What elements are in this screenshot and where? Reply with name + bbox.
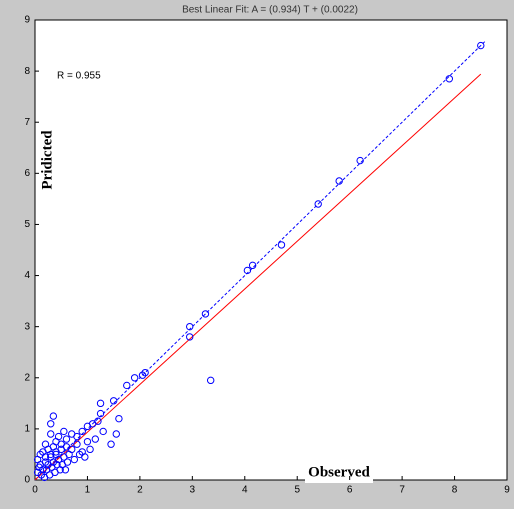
point <box>356 156 364 165</box>
fit-line <box>34 73 482 481</box>
point <box>206 376 215 385</box>
point <box>63 458 72 466</box>
plot-area <box>34 19 508 481</box>
x-label-box <box>305 463 373 483</box>
point <box>109 397 118 405</box>
point <box>94 417 102 425</box>
point <box>248 261 257 270</box>
point <box>86 445 94 454</box>
point <box>130 374 139 382</box>
point <box>35 463 43 471</box>
x-tick-label: 9 <box>504 485 510 496</box>
point <box>73 440 81 448</box>
point <box>186 333 194 341</box>
point <box>52 450 60 459</box>
point <box>186 322 194 331</box>
point <box>107 440 115 448</box>
point <box>62 435 71 443</box>
x-tick-label: 1 <box>85 485 91 496</box>
point <box>78 427 86 436</box>
y-tick-label: 8 <box>24 66 30 77</box>
point <box>60 427 68 436</box>
point <box>47 420 55 428</box>
point <box>99 427 107 436</box>
point <box>115 414 123 423</box>
point <box>123 381 131 390</box>
x-axis-label: Observed <box>308 464 370 480</box>
point <box>243 266 252 275</box>
point <box>41 440 50 448</box>
x-tick-label: 0 <box>32 485 38 496</box>
y-tick-label: 0 <box>24 475 30 486</box>
x-tick-label: 5 <box>294 485 300 496</box>
y-tick-label: 6 <box>24 168 30 179</box>
point <box>47 430 55 438</box>
point <box>96 409 105 418</box>
point <box>91 435 100 443</box>
point <box>68 430 76 438</box>
point <box>201 310 210 318</box>
point <box>96 399 105 408</box>
y-tick-label: 4 <box>24 270 30 281</box>
y-tick-label: 3 <box>24 321 30 332</box>
point <box>335 177 343 185</box>
point <box>83 437 92 446</box>
point <box>56 466 64 474</box>
point <box>477 41 485 50</box>
y-tick-label: 7 <box>24 117 30 128</box>
x-tick-label: 4 <box>242 485 248 496</box>
point <box>83 422 92 431</box>
point <box>445 75 454 83</box>
x-tick-label: 8 <box>452 485 458 496</box>
x-tick-label: 7 <box>399 485 405 496</box>
y-tick-label: 1 <box>24 424 30 435</box>
point <box>314 200 322 208</box>
x-tick-label: 6 <box>347 485 353 496</box>
point <box>41 458 50 466</box>
point <box>81 453 89 461</box>
x-tick-label: 3 <box>190 485 196 496</box>
annotation: R = 0.955 <box>57 71 101 82</box>
y-tick-label: 2 <box>24 372 30 383</box>
point <box>61 466 70 474</box>
point <box>65 450 73 459</box>
point <box>112 430 120 438</box>
point <box>141 368 149 377</box>
point <box>138 371 147 379</box>
y-axis-label: Pridicted <box>39 130 55 190</box>
point <box>49 412 58 420</box>
point <box>277 241 286 249</box>
y-tick-label: 5 <box>24 219 30 230</box>
point <box>70 455 79 464</box>
point <box>33 468 42 477</box>
x-tick-label: 2 <box>137 485 143 496</box>
y-tick-label: 9 <box>24 15 30 26</box>
chart-title: Best Linear Fit: A = (0.934) T + (0.0022… <box>182 5 358 16</box>
